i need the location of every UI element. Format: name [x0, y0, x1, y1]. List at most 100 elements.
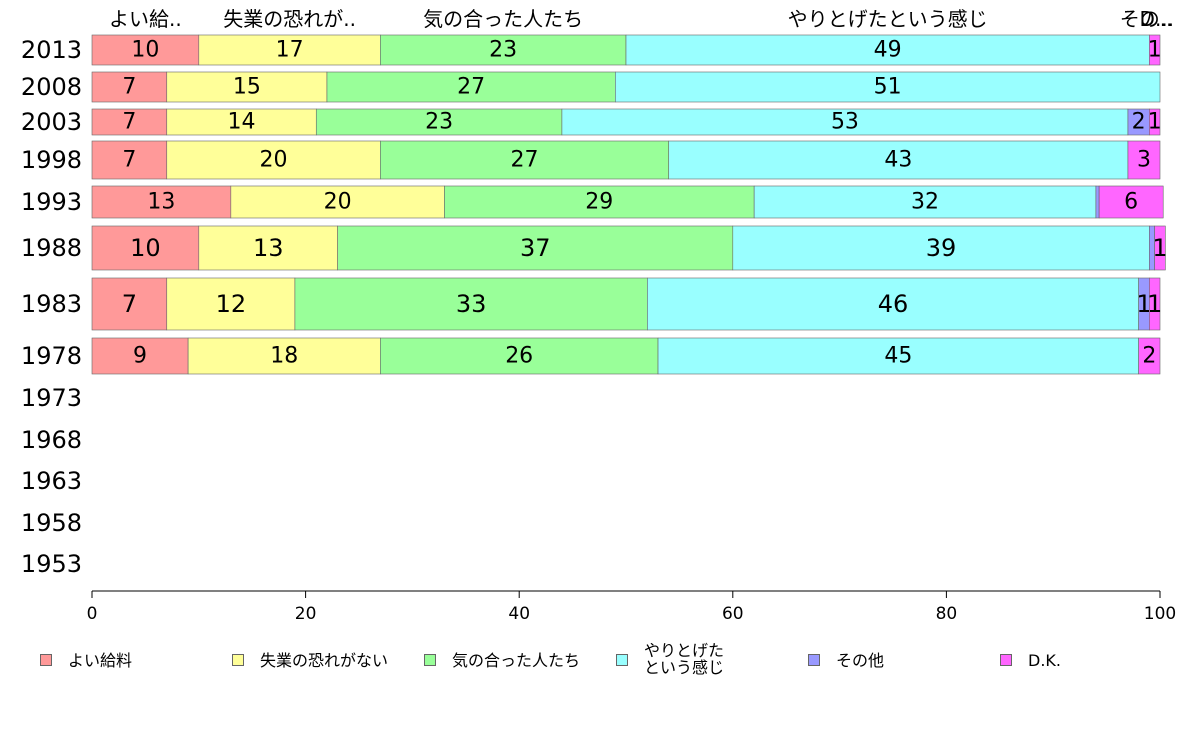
legend-item: D.K. — [1000, 652, 1061, 669]
bar-segment — [91, 71, 168, 103]
legend-item: 失業の恐れがない — [232, 652, 388, 669]
bar-segment — [1095, 185, 1100, 219]
bar-segment — [230, 185, 445, 219]
bar-segment — [315, 108, 563, 136]
bar-segment — [198, 34, 381, 66]
bar-segment — [326, 71, 616, 103]
bar-segment — [166, 140, 381, 180]
data-label: 17 — [276, 38, 304, 63]
bar-segment — [187, 337, 381, 375]
bar-segment — [337, 225, 734, 271]
category-label: 2008 — [21, 73, 82, 101]
data-label: 23 — [425, 110, 453, 135]
data-label: 32 — [911, 190, 939, 215]
legend-label: D.K. — [1028, 651, 1061, 670]
data-label: 10 — [130, 234, 161, 262]
bar-segment — [1098, 185, 1164, 219]
data-label: 20 — [324, 190, 352, 215]
data-label: 39 — [926, 234, 957, 262]
data-label: 27 — [511, 148, 539, 173]
legend-item: 気の合った人たち — [424, 652, 580, 669]
data-label: 26 — [505, 344, 533, 369]
data-label: 15 — [233, 75, 261, 100]
data-label: 1 — [1147, 290, 1162, 318]
legend-swatch — [232, 654, 244, 666]
x-tick-label: 60 — [722, 604, 744, 624]
bar-segment — [91, 140, 168, 180]
data-label: 29 — [585, 190, 613, 215]
category-label: 2013 — [21, 36, 82, 64]
bar-segment — [380, 34, 627, 66]
legend-swatch — [808, 654, 820, 666]
category-label: 1978 — [21, 342, 82, 370]
bar-segment — [380, 337, 659, 375]
data-label: 1 — [1148, 110, 1162, 135]
top-series-label: 失業の恐れが.. — [223, 7, 356, 31]
bar-segment — [91, 337, 189, 375]
bar-segment — [625, 34, 1150, 66]
legend-label: 失業の恐れがない — [260, 651, 389, 670]
bar-segment — [1149, 34, 1161, 66]
data-label: 18 — [270, 344, 298, 369]
legend: よい給料 失業の恐れがない 気の合った人たち やりとげた という感じ その他 D.K. — [40, 642, 1180, 692]
data-label: 1 — [1136, 290, 1151, 318]
data-label: 13 — [147, 190, 175, 215]
legend-label: よい給料 — [68, 651, 133, 670]
category-label: 1958 — [21, 509, 82, 537]
legend-swatch — [1000, 654, 1012, 666]
legend-swatch — [424, 654, 436, 666]
x-tick-label: 40 — [508, 604, 530, 624]
data-label: 46 — [878, 290, 909, 318]
x-tick-label: 100 — [1144, 604, 1176, 624]
chart: 2013200820031998199319881983197819731968… — [21, 7, 1176, 624]
bar-segment — [647, 277, 1139, 331]
bar-segment — [294, 277, 648, 331]
data-label: 20 — [260, 148, 288, 173]
legend-swatch — [40, 654, 52, 666]
category-label: 1968 — [21, 426, 82, 454]
category-label: 1953 — [21, 550, 82, 578]
category-label: 1988 — [21, 234, 82, 262]
legend-swatch — [616, 654, 628, 666]
data-label: 12 — [216, 290, 247, 318]
bar-segment — [1149, 277, 1161, 331]
data-label: 23 — [489, 38, 517, 63]
data-label: 45 — [884, 344, 912, 369]
data-label: 6 — [1124, 190, 1138, 215]
legend-label: その他 — [836, 651, 885, 670]
category-label: 1993 — [21, 188, 82, 216]
top-series-label: 気の合った人たち — [423, 7, 583, 31]
bar-segment — [1138, 337, 1161, 375]
data-label: 10 — [131, 38, 159, 63]
legend-item: よい給料 — [40, 652, 132, 669]
data-label: 7 — [122, 75, 136, 100]
plot-area: 2013200820031998199319881983197819731968… — [21, 7, 1176, 624]
data-label: 27 — [457, 75, 485, 100]
data-label: 1 — [1152, 234, 1167, 262]
bar-segment — [753, 185, 1097, 219]
data-label: 14 — [228, 110, 256, 135]
bar-segment — [166, 108, 317, 136]
category-label: 1963 — [21, 467, 82, 495]
x-tick-label: 80 — [936, 604, 958, 624]
top-series-label: その.. — [1120, 7, 1173, 31]
data-label: 43 — [884, 148, 912, 173]
data-label: 7 — [122, 110, 136, 135]
legend-label: やりとげた という感じ — [644, 641, 725, 677]
bar-segment — [732, 225, 1150, 271]
data-label: 37 — [520, 234, 551, 262]
bar-segment — [1149, 108, 1161, 136]
data-label: 3 — [1137, 148, 1151, 173]
category-label: 1973 — [21, 384, 82, 412]
bar-segment — [1154, 225, 1166, 271]
bar-segment — [91, 225, 200, 271]
bar-segment — [380, 140, 670, 180]
bar-segment — [91, 108, 168, 136]
data-label: 9 — [133, 344, 147, 369]
top-series-label: よい給.. — [109, 7, 182, 31]
legend-item: やりとげた という感じ — [616, 642, 724, 676]
bar-segment — [668, 140, 1129, 180]
bar-segment — [444, 185, 755, 219]
data-label: 13 — [253, 234, 284, 262]
x-tick-label: 0 — [87, 604, 98, 624]
